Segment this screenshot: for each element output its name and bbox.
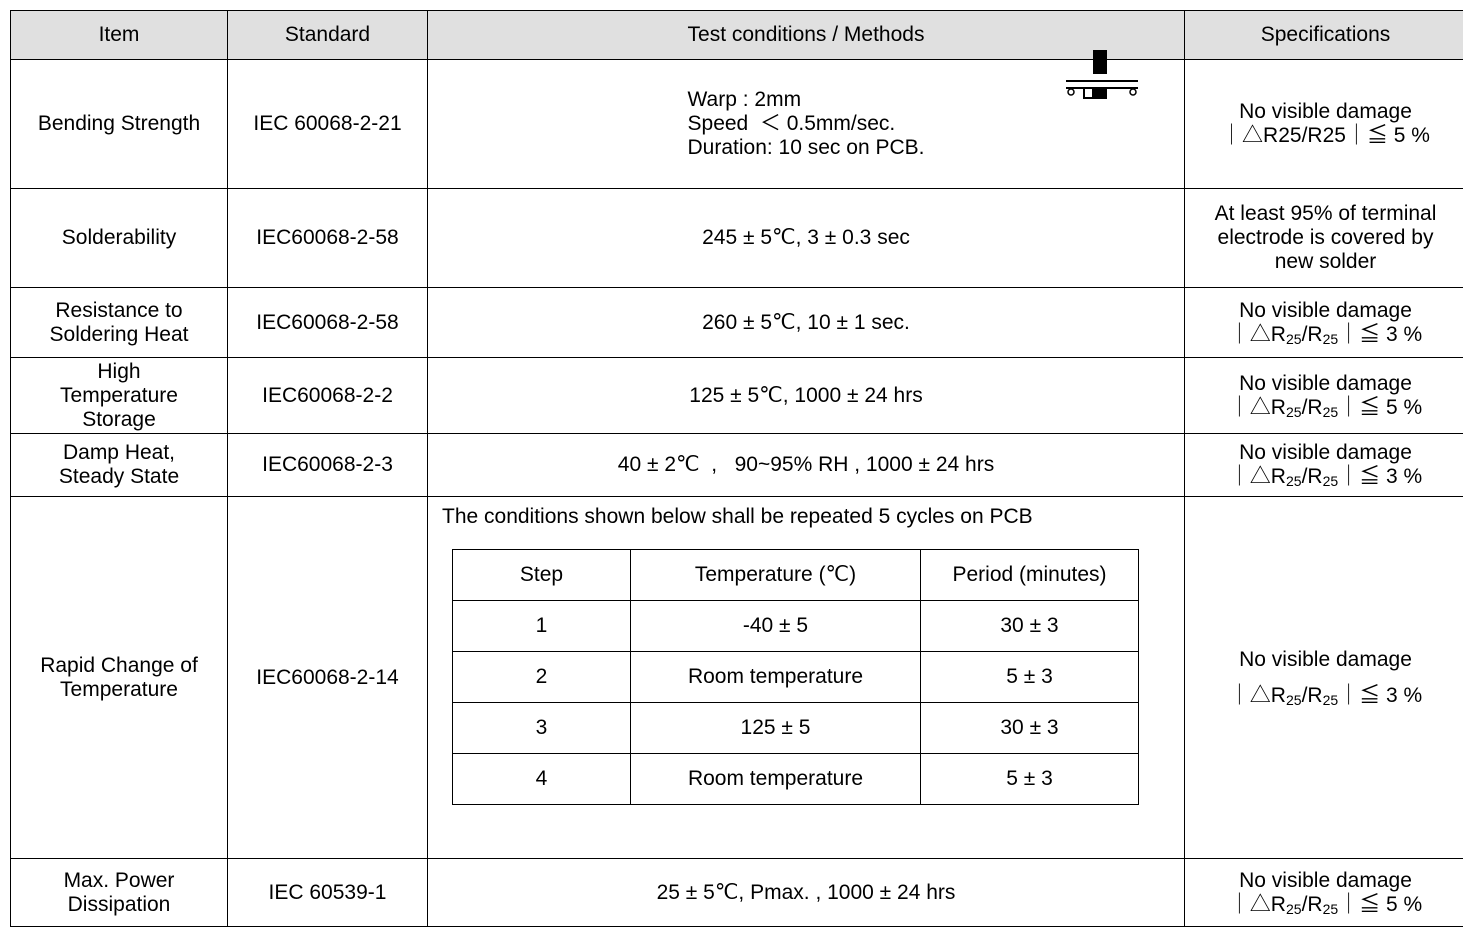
cycle-row: 1 -40 ± 5 30 ± 3 [453, 601, 1139, 652]
spec-cell: No visible damage ｜△R25/R25｜≦ 3 % [1185, 434, 1463, 497]
table-row: Solderability IEC60068-2-58 245 ± 5℃, 3 … [11, 189, 1463, 288]
item-cell: Damp Heat, Steady State [11, 434, 228, 497]
resistance-change-spec: ｜△R25/R25｜≦ 3 % [1189, 684, 1462, 708]
header-item: Item [11, 11, 228, 60]
condition-cell: Warp : 2mm Speed ＜ 0.5mm/sec. Duration: … [428, 60, 1185, 189]
condition-cell: 245 ± 5℃, 3 ± 0.3 sec [428, 189, 1185, 288]
table-row: Max. Power Dissipation IEC 60539-1 25 ± … [11, 859, 1463, 927]
condition-cell: 25 ± 5℃, Pmax. , 1000 ± 24 hrs [428, 859, 1185, 927]
spec-cell: No visible damage ｜△R25/R25｜≦ 3 % [1185, 288, 1463, 358]
item-cell: Max. Power Dissipation [11, 859, 228, 927]
cycle-row: 4 Room temperature 5 ± 3 [453, 754, 1139, 805]
item-cell: Rapid Change of Temperature [11, 497, 228, 859]
item-cell: Solderability [11, 189, 228, 288]
table-row: Bending Strength IEC 60068-2-21 Warp : 2… [11, 60, 1463, 189]
standard-cell: IEC60068-2-58 [228, 288, 428, 358]
standard-cell: IEC 60539-1 [228, 859, 428, 927]
spec-cell: No visible damage ｜△R25/R25｜≦ 5 % [1185, 358, 1463, 434]
item-cell: Resistance to Soldering Heat [11, 288, 228, 358]
table-row: High Temperature Storage IEC60068-2-2 12… [11, 358, 1463, 434]
bending-conditions: Warp : 2mm Speed ＜ 0.5mm/sec. Duration: … [688, 88, 925, 160]
cycle-header-row: Step Temperature (℃) Period (minutes) [453, 550, 1139, 601]
bending-test-icon [1062, 48, 1142, 118]
condition-cell: The conditions shown below shall be repe… [428, 497, 1185, 859]
standard-cell: IEC60068-2-3 [228, 434, 428, 497]
header-row: Item Standard Test conditions / Methods … [11, 11, 1463, 60]
condition-cell: 125 ± 5℃, 1000 ± 24 hrs [428, 358, 1185, 434]
condition-cell: 260 ± 5℃, 10 ± 1 sec. [428, 288, 1185, 358]
resistance-change-spec: ｜△R25/R25｜≦ 5 % [1189, 396, 1462, 420]
table-row: Damp Heat, Steady State IEC60068-2-3 40 … [11, 434, 1463, 497]
standard-cell: IEC60068-2-2 [228, 358, 428, 434]
cycle-row: 3 125 ± 5 30 ± 3 [453, 703, 1139, 754]
condition-cell: 40 ± 2℃ , 90~95% RH , 1000 ± 24 hrs [428, 434, 1185, 497]
resistance-change-spec: ｜△R25/R25｜≦ 5 % [1189, 893, 1462, 917]
table-row: Resistance to Soldering Heat IEC60068-2-… [11, 288, 1463, 358]
cycle-note: The conditions shown below shall be repe… [428, 505, 1184, 529]
header-standard: Standard [228, 11, 428, 60]
standard-cell: IEC60068-2-58 [228, 189, 428, 288]
spec-cell: No visible damage ｜△R25/R25｜≦ 3 % [1185, 497, 1463, 859]
standard-cell: IEC 60068-2-21 [228, 60, 428, 189]
item-cell: Bending Strength [11, 60, 228, 189]
spec-cell: No visible damage ｜△R25/R25｜≦ 5 % [1185, 859, 1463, 927]
standard-cell: IEC60068-2-14 [228, 497, 428, 859]
item-cell: High Temperature Storage [11, 358, 228, 434]
cycle-row: 2 Room temperature 5 ± 3 [453, 652, 1139, 703]
resistance-change-spec: ｜△R25/R25｜≦ 3 % [1189, 465, 1462, 489]
spec-cell: At least 95% of terminal electrode is co… [1185, 189, 1463, 288]
cycle-table: Step Temperature (℃) Period (minutes) 1 … [452, 549, 1139, 805]
spec-cell: No visible damage ｜△R25/R25｜≦ 5 % [1185, 60, 1463, 189]
test-spec-table: Item Standard Test conditions / Methods … [10, 10, 1463, 927]
table-row: Rapid Change of Temperature IEC60068-2-1… [11, 497, 1463, 859]
resistance-change-spec: ｜△R25/R25｜≦ 3 % [1189, 323, 1462, 347]
header-specifications: Specifications [1185, 11, 1463, 60]
